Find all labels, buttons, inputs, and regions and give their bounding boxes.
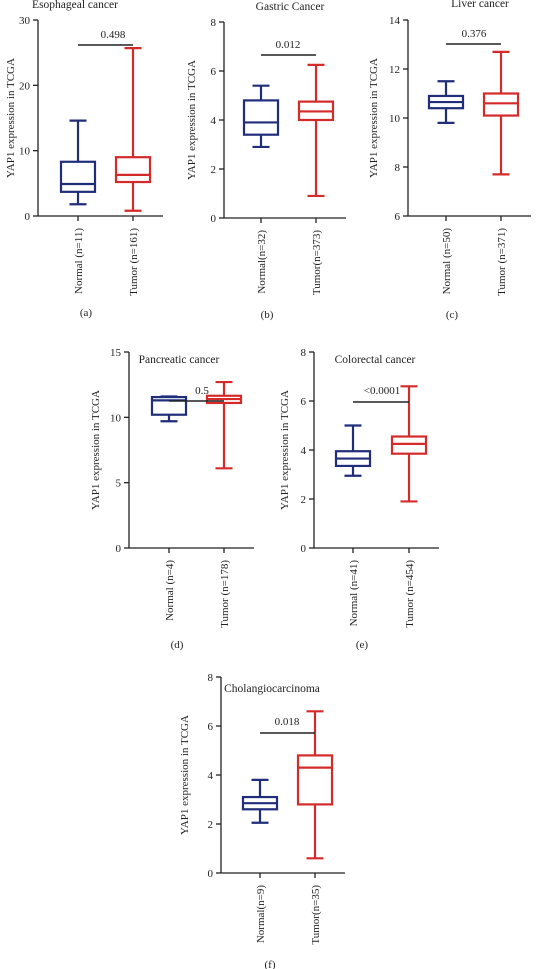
panel-label: (c) — [446, 309, 459, 321]
y-tick-label: 0 — [116, 543, 122, 555]
box-normal — [427, 80, 465, 125]
y-axis-label: YAP1 expression in TCGA — [368, 58, 380, 178]
panel-label: (a) — [80, 307, 93, 319]
y-tick-label: 5 — [116, 478, 122, 490]
x-category-label: Normal (n=4) — [164, 560, 176, 621]
y-tick-label: 10 — [19, 146, 31, 158]
y-tick-label: 2 — [301, 494, 307, 506]
box-normal — [59, 119, 97, 206]
chart-title: Pancreatic cancer — [139, 354, 220, 366]
x-category-label: Tumor (n=454) — [404, 560, 416, 628]
y-tick-label: 0 — [301, 543, 307, 555]
chart-panel-e: Colorectal cancer 0 2 4 6 8 Normal (n=41) Tumor… — [279, 347, 439, 651]
p-value-label: <0.0001 — [364, 385, 400, 397]
y-tick-label: 30 — [19, 15, 31, 27]
x-category-label: Normal (n=11) — [73, 228, 85, 294]
chart-title: Gastric Cancer — [256, 1, 325, 13]
chart-panel-d: Pancreatic cancer 0 5 10 15 Normal (n=4) Tumor… — [90, 347, 254, 651]
chart-title: Liver cancer — [451, 0, 509, 10]
box-tumor — [114, 46, 152, 212]
x-category-label: Tumor(n=373) — [311, 230, 323, 295]
y-tick-label: 12 — [389, 64, 400, 76]
box-iqr — [482, 92, 520, 117]
chart-panel-a: Esophageal cancer 0 10 20 30 Normal (n=11) Tum… — [5, 0, 163, 319]
chart-panel-c: Liver cancer 6 8 10 12 14 Normal (n=50) Tumor (… — [368, 0, 531, 321]
y-axis-label: YAP1 expression in TCGA — [90, 390, 102, 510]
y-tick-label: 6 — [208, 721, 214, 733]
x-category-label: Normal(n=9) — [255, 885, 267, 943]
y-tick-label: 10 — [110, 412, 122, 424]
chart-panel-f: Cholangiocarcinoma 0 2 4 6 8 Normal(n=9) Tumor(… — [179, 672, 345, 969]
y-tick-label: 20 — [19, 80, 31, 92]
y-tick-label: 15 — [110, 347, 122, 359]
y-tick-label: 4 — [211, 115, 217, 127]
box-iqr — [390, 435, 428, 455]
y-axis-label: YAP1 expression in TCGA — [5, 58, 17, 178]
box-normal — [334, 424, 372, 477]
x-category-label: Normal (n=50) — [441, 228, 453, 295]
x-category-label: Normal (n=41) — [348, 560, 360, 627]
p-value-label: 0.018 — [275, 716, 300, 728]
box-tumor — [205, 380, 243, 470]
panel-label: (f) — [265, 959, 276, 969]
box-iqr — [114, 156, 152, 184]
p-value-label: 0.498 — [101, 29, 126, 41]
box-normal — [242, 84, 280, 149]
p-value-label: 0.376 — [462, 28, 487, 40]
y-axis-label: YAP1 expression in TCGA — [179, 715, 191, 835]
y-tick-label: 0 — [208, 868, 214, 880]
y-tick-label: 8 — [208, 672, 214, 684]
y-tick-label: 8 — [301, 347, 307, 359]
box-tumor — [482, 50, 520, 176]
panel-label: (b) — [261, 309, 274, 321]
y-tick-label: 0 — [25, 211, 31, 223]
box-tumor — [297, 63, 335, 198]
box-iqr — [242, 99, 280, 136]
y-tick-label: 6 — [395, 211, 401, 223]
panel-label: (e) — [356, 639, 369, 651]
chart-title: Esophageal cancer — [32, 0, 118, 11]
chart-title: Cholangiocarcinoma — [224, 683, 320, 695]
x-category-label: Tumor (n=371) — [496, 228, 508, 296]
x-category-label: Tumor (n=178) — [219, 560, 231, 628]
y-tick-label: 14 — [389, 15, 401, 27]
y-tick-label: 8 — [395, 162, 401, 174]
x-category-label: Tumor(n=35) — [310, 885, 322, 945]
box-normal — [241, 778, 279, 824]
p-value-label: 0.012 — [276, 39, 301, 51]
y-axis-label: YAP1 expression in TCGA — [279, 390, 291, 510]
box-iqr — [296, 754, 334, 806]
p-value-label: 0.5 — [195, 385, 209, 397]
y-tick-label: 8 — [211, 17, 217, 29]
x-category-label: Normal(n=32) — [256, 230, 268, 294]
y-tick-label: 2 — [208, 819, 214, 831]
box-tumor — [390, 385, 428, 503]
y-tick-label: 4 — [301, 445, 307, 457]
y-axis-label: YAP1 expression in TCGA — [186, 60, 198, 180]
box-normal — [150, 395, 188, 423]
y-tick-label: 2 — [211, 164, 217, 176]
y-tick-label: 0 — [211, 213, 217, 225]
y-tick-label: 6 — [211, 66, 217, 78]
chart-panel-b: Gastric Cancer 0 2 4 6 8 Normal(n=32) Tumor(n=3… — [186, 1, 346, 321]
x-category-label: Tumor (n=161) — [128, 228, 140, 296]
y-tick-label: 6 — [301, 396, 307, 408]
chart-title: Colorectal cancer — [335, 354, 416, 366]
box-iqr — [59, 160, 97, 193]
panel-label: (d) — [171, 639, 184, 651]
y-tick-label: 4 — [208, 770, 214, 782]
y-tick-label: 10 — [389, 113, 401, 125]
